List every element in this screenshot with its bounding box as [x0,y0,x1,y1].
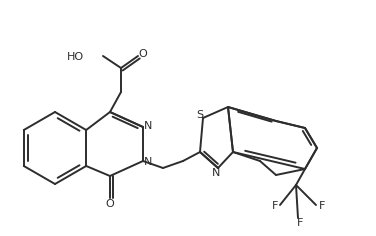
Text: O: O [106,199,114,209]
Text: F: F [297,218,303,228]
Text: N: N [212,168,220,178]
Text: N: N [144,121,152,131]
Text: N: N [144,157,152,167]
Text: HO: HO [67,52,84,62]
Text: O: O [139,49,147,59]
Text: F: F [319,201,325,211]
Text: F: F [272,201,278,211]
Text: S: S [196,110,203,120]
